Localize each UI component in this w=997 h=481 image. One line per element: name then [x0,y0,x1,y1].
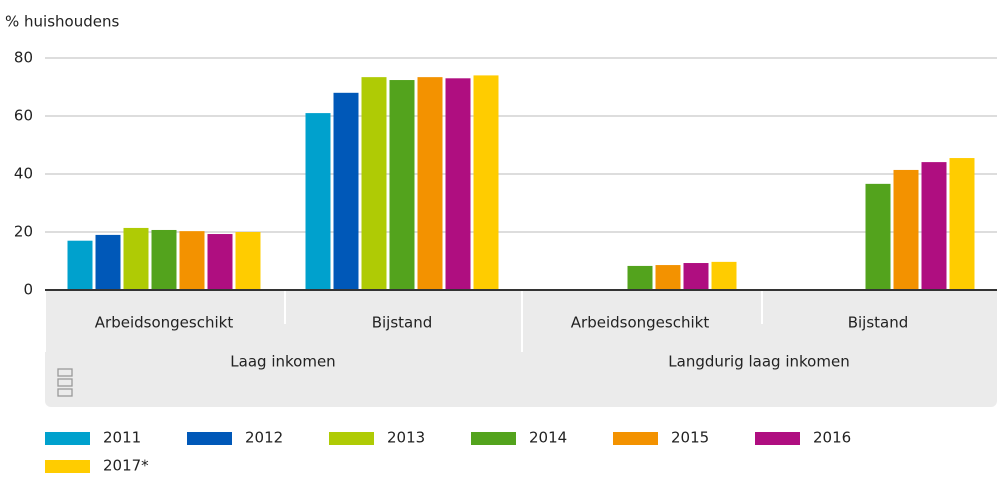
legend-label: 2011 [103,429,141,447]
bar [865,183,891,290]
legend-swatch [613,432,658,445]
bar [67,240,93,290]
bar [333,92,359,290]
legend-swatch [755,432,800,445]
legend-swatch [329,432,374,445]
bar [235,232,261,290]
logo [57,368,73,397]
y-tick-label: 40 [14,165,33,183]
legend-label: 2014 [529,429,567,447]
bar [627,265,653,290]
y-tick-label: 80 [14,49,33,67]
legend-label: 2016 [813,429,851,447]
legend-swatch [187,432,232,445]
x-tick-label: Arbeidsongeschikt [571,314,710,332]
bar [389,80,415,290]
x-tick-label: Arbeidsongeschikt [95,314,234,332]
y-tick-label: 20 [14,223,33,241]
legend-label: 2015 [671,429,709,447]
bar [893,169,919,290]
bar [445,78,471,290]
y-tick-label: 60 [14,107,33,125]
bar [123,227,149,290]
bar [361,77,387,290]
bar [95,234,121,290]
bar [305,113,331,290]
bar [179,231,205,290]
legend-swatch [471,432,516,445]
legend-label: 2012 [245,429,283,447]
bar [949,158,975,290]
bar [683,263,709,290]
legend-swatch [45,460,90,473]
legend-label: 2017* [103,457,149,475]
bar [473,75,499,291]
bar [151,229,177,290]
legend-swatch [45,432,90,445]
legend-label: 2013 [387,429,425,447]
y-axis-label: % huishoudens [5,13,119,31]
group-label: Langdurig laag inkomen [668,353,849,371]
bar [207,234,233,290]
y-tick-label: 0 [23,281,33,299]
bar [711,261,737,290]
bar [921,162,947,290]
group-label: Laag inkomen [230,353,335,371]
bar [655,265,681,290]
x-tick-label: Bijstand [848,314,909,332]
bar [417,77,443,290]
x-tick-label: Bijstand [372,314,433,332]
